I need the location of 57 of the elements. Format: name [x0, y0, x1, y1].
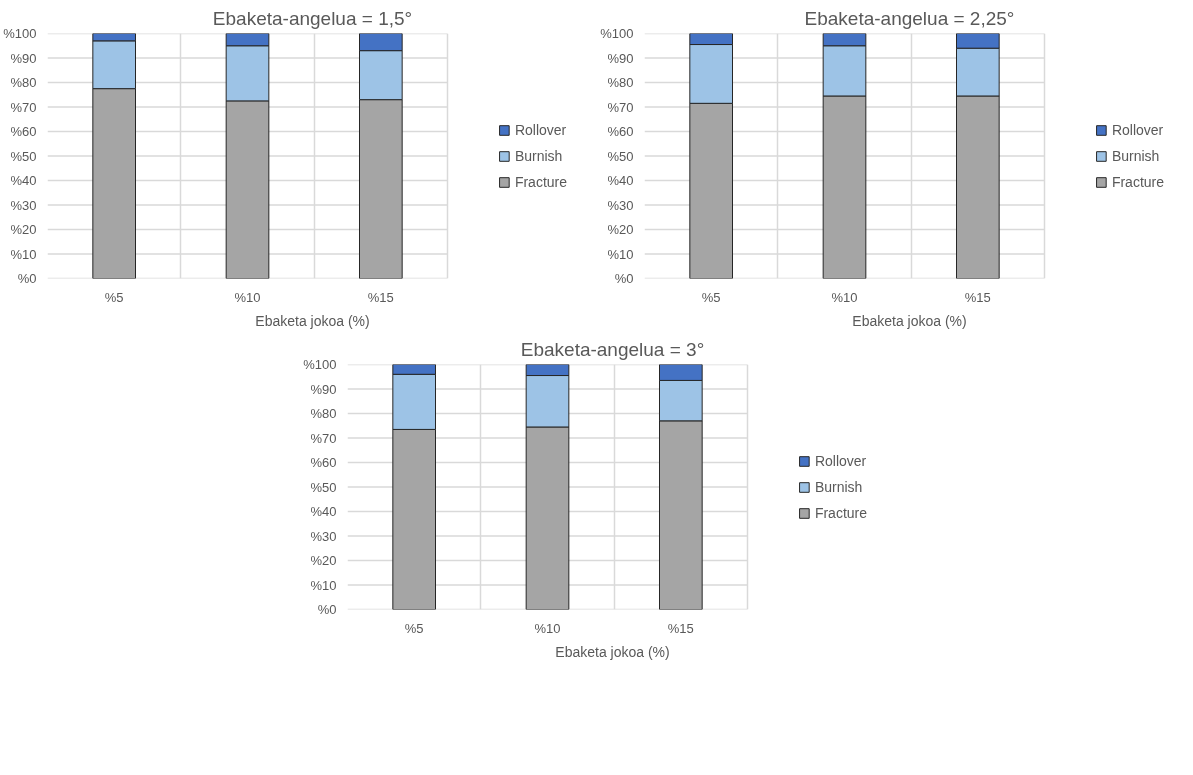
y-tick-label: %80	[310, 406, 337, 421]
y-tick-label: %0	[17, 271, 37, 286]
y-tick-label: %70	[310, 430, 337, 446]
y-tick-label: %30	[310, 528, 337, 544]
x-tick-label: %10	[534, 620, 561, 636]
y-tick-label: %0	[614, 271, 634, 286]
y-tick-label: %50	[10, 148, 37, 164]
y-tick-label: %60	[310, 455, 337, 470]
x-axis-title: Ebaketa jokoa (%)	[555, 643, 670, 660]
y-tick-label: %90	[10, 50, 37, 66]
y-tick-label: %10	[310, 577, 337, 593]
x-tick-label: %5	[701, 289, 721, 305]
y-tick-label: %20	[10, 222, 37, 237]
legend-label: Burnish	[514, 147, 563, 164]
x-tick-label: %10	[234, 289, 261, 305]
chart-title: Ebaketa-angelua = 3°	[520, 338, 705, 360]
x-tick-label: %5	[404, 620, 424, 636]
x-tick-label: %10	[831, 289, 858, 305]
y-tick-label: %0	[317, 602, 337, 617]
x-tick-label: %15	[964, 289, 991, 305]
y-tick-label: %90	[310, 381, 337, 397]
x-axis-title: Ebaketa jokoa (%)	[255, 312, 370, 329]
y-tick-label: %70	[607, 99, 634, 115]
y-tick-label: %50	[607, 148, 634, 164]
legend-label: Fracture	[814, 504, 867, 521]
y-tick-label: %100	[600, 26, 634, 41]
x-axis-title: Ebaketa jokoa (%)	[852, 312, 967, 329]
legend-label: Rollover	[1111, 121, 1164, 138]
y-tick-label: %80	[607, 75, 634, 90]
chart-title: Ebaketa-angelua = 1,5°	[212, 7, 413, 29]
legend-label: Rollover	[514, 121, 567, 138]
x-tick-label: %15	[667, 620, 694, 636]
y-tick-label: %30	[607, 197, 634, 213]
legend-label: Burnish	[814, 478, 863, 495]
y-tick-label: %40	[310, 504, 337, 519]
x-tick-label: %5	[104, 289, 124, 305]
y-tick-label: %40	[607, 173, 634, 188]
y-tick-label: %60	[10, 124, 37, 139]
y-tick-label: %10	[10, 246, 37, 262]
y-tick-label: %20	[607, 222, 634, 237]
legend-label: Fracture	[514, 173, 567, 190]
y-tick-label: %90	[607, 50, 634, 66]
y-tick-label: %100	[303, 357, 337, 372]
y-tick-label: %30	[10, 197, 37, 213]
x-tick-label: %15	[367, 289, 394, 305]
y-tick-label: %50	[310, 479, 337, 495]
y-tick-label: %70	[10, 99, 37, 115]
chart-title: Ebaketa-angelua = 2,25°	[804, 7, 1015, 29]
legend-label: Burnish	[1111, 147, 1160, 164]
y-tick-label: %20	[310, 553, 337, 568]
y-tick-label: %100	[3, 26, 37, 41]
legend-label: Fracture	[1111, 173, 1164, 190]
legend-label: Rollover	[814, 452, 867, 469]
y-tick-label: %10	[607, 246, 634, 262]
y-tick-label: %40	[10, 173, 37, 188]
y-tick-label: %80	[10, 75, 37, 90]
y-tick-label: %60	[607, 124, 634, 139]
